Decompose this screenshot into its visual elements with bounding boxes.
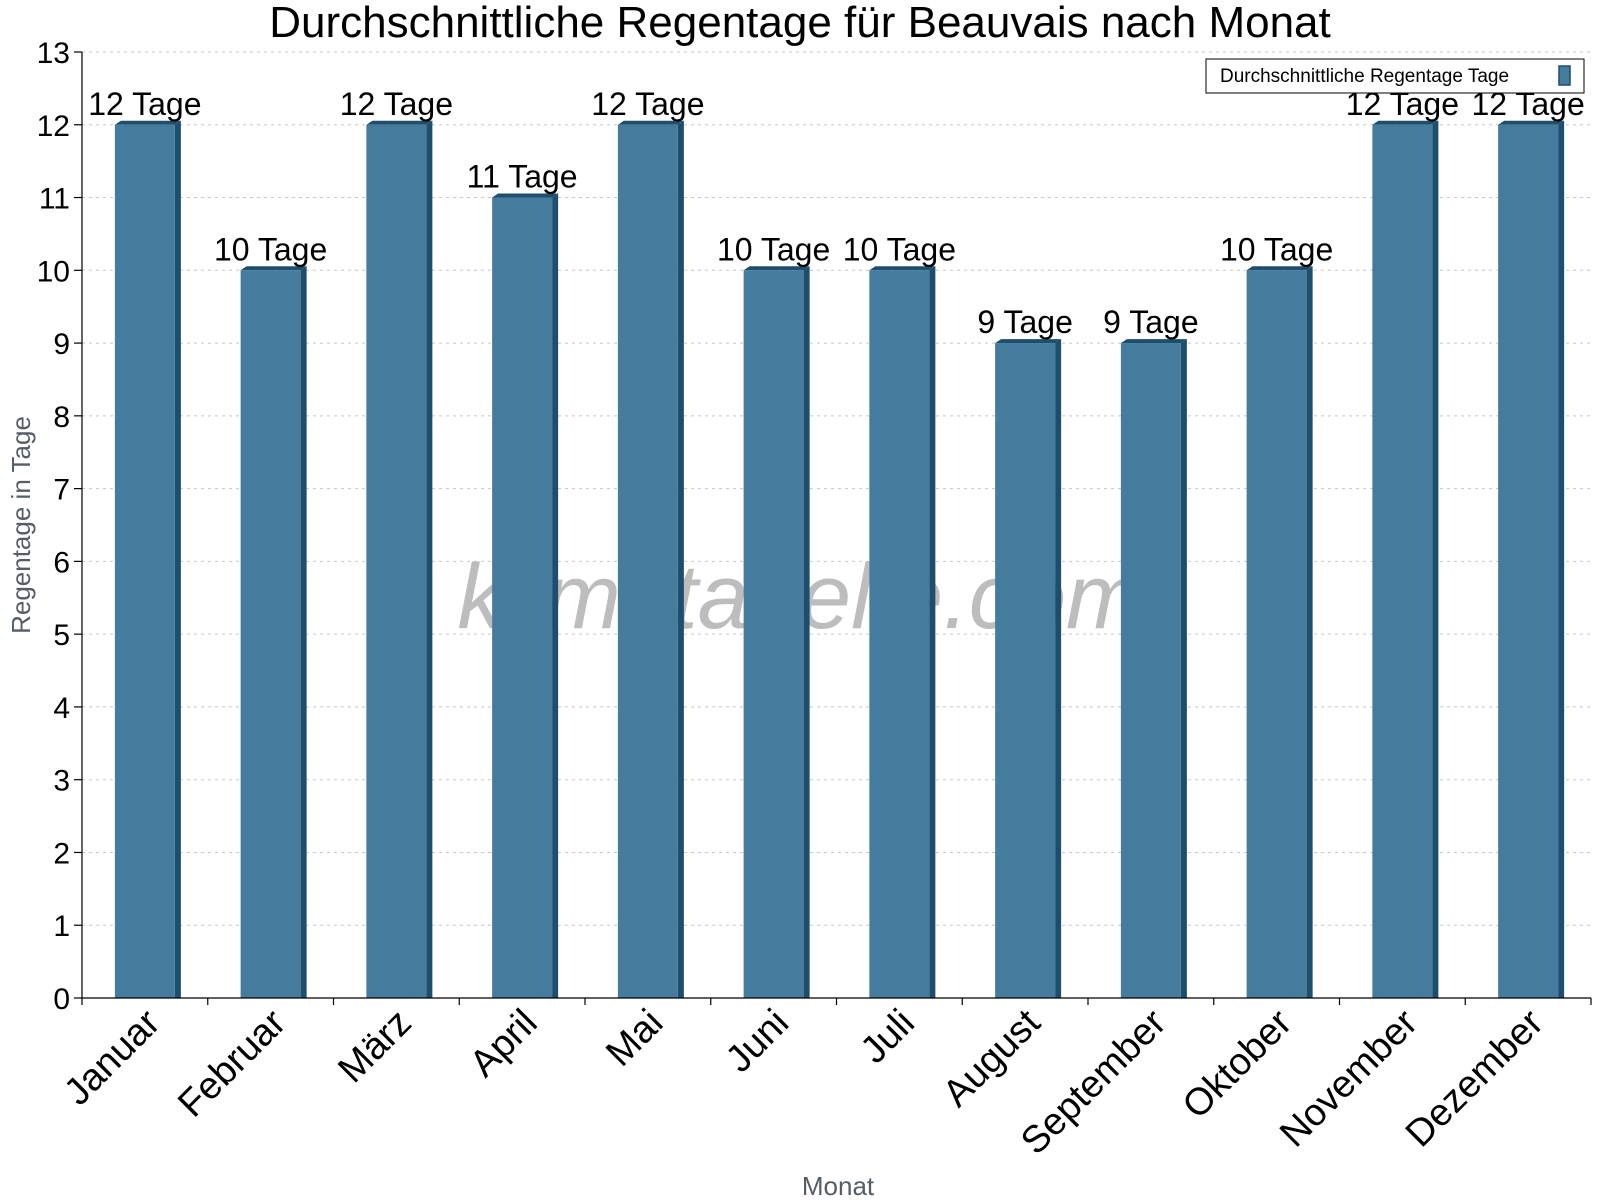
bar-side: [677, 120, 684, 999]
data-label: 10 Tage: [1220, 231, 1333, 267]
y-tick-label: 6: [53, 546, 70, 579]
x-tick-label: Oktober: [1175, 1001, 1301, 1127]
y-tick-label: 4: [53, 692, 70, 725]
bar-side: [929, 266, 936, 998]
chart-title: Durchschnittliche Regentage für Beauvais…: [269, 0, 1331, 47]
bar: [995, 343, 1056, 999]
y-tick-label: 13: [37, 37, 70, 70]
y-axis-label: Regentage in Tage: [6, 416, 36, 634]
bar-mai: [617, 120, 684, 999]
x-tick-label: November: [1272, 1001, 1426, 1155]
bar-top: [1498, 120, 1565, 125]
bar-top: [1372, 120, 1439, 125]
bar-märz: [366, 120, 433, 999]
y-tick-label: 5: [53, 619, 70, 652]
bar-top: [995, 339, 1062, 344]
bar-side: [1055, 339, 1062, 999]
x-tick-label: Dezember: [1398, 1001, 1552, 1155]
x-tick-label: Juli: [853, 1002, 923, 1072]
y-tick-label: 0: [53, 983, 70, 1016]
bar-top: [1120, 339, 1187, 344]
data-label: 10 Tage: [214, 231, 327, 267]
y-tick-label: 2: [53, 837, 70, 870]
x-tick-label: April: [462, 1002, 545, 1085]
legend: Durchschnittliche Regentage Tage: [1205, 58, 1585, 94]
y-tick-label: 9: [53, 328, 70, 361]
data-label: 10 Tage: [843, 231, 956, 267]
bar-september: [1120, 339, 1187, 999]
bar-side: [1306, 266, 1313, 998]
bar-april: [492, 193, 559, 999]
bar-top: [869, 266, 936, 271]
bar: [492, 197, 553, 999]
bar-januar: [114, 120, 181, 999]
bar-februar: [240, 266, 307, 998]
bar: [1372, 124, 1433, 999]
data-label: 9 Tage: [977, 304, 1073, 340]
bar-side: [1432, 120, 1439, 999]
x-tick-label: Mai: [598, 1002, 671, 1075]
bar-side: [1558, 120, 1565, 999]
y-tick-label: 11: [39, 183, 70, 216]
bar-side: [552, 193, 559, 999]
bar-side: [803, 266, 810, 998]
bar: [240, 270, 301, 998]
bar-top: [743, 266, 810, 271]
bar-top: [492, 193, 559, 198]
bar-juni: [743, 266, 810, 998]
bar: [1498, 124, 1559, 999]
data-label: 10 Tage: [717, 231, 830, 267]
bar-dezember: [1498, 120, 1565, 999]
data-label: 11 Tage: [467, 159, 578, 195]
x-tick-label: Juni: [718, 1002, 797, 1081]
bar-top: [617, 120, 684, 125]
y-tick-label: 8: [53, 401, 70, 434]
bar: [366, 124, 427, 999]
data-label: 9 Tage: [1103, 304, 1199, 340]
y-tick-label: 10: [37, 255, 70, 288]
x-axis-label: Monat: [802, 1171, 875, 1200]
x-tick-label: Januar: [56, 1002, 168, 1114]
data-label: 12 Tage: [591, 86, 704, 122]
bar-top: [240, 266, 307, 271]
legend-box: [1205, 58, 1585, 94]
bar-top: [1246, 266, 1313, 271]
bar: [869, 270, 930, 998]
bar-top: [366, 120, 433, 125]
bar-side: [174, 120, 181, 999]
y-tick-label: 12: [37, 110, 70, 143]
bar-top: [114, 120, 181, 125]
legend-label: Durchschnittliche Regentage Tage: [1220, 66, 1509, 87]
bar: [743, 270, 804, 998]
bar: [114, 124, 175, 999]
data-label: 12 Tage: [88, 86, 201, 122]
data-label: 12 Tage: [340, 86, 453, 122]
legend-swatch: [1558, 65, 1571, 86]
bar-november: [1372, 120, 1439, 999]
bar-side: [1180, 339, 1187, 999]
bar-august: [995, 339, 1062, 999]
bar: [617, 124, 678, 999]
x-tick-label: August: [935, 1001, 1049, 1115]
bar: [1120, 343, 1181, 999]
bar-oktober: [1246, 266, 1313, 998]
bar: [1246, 270, 1307, 998]
bar-side: [300, 266, 307, 998]
x-tick-label: März: [330, 1002, 419, 1091]
bar-juli: [869, 266, 936, 998]
x-tick-label: Februar: [170, 1001, 294, 1125]
bar-series: 12 Tage 10 Tage 12 Tage 11 Tage 12 Tage 10 Ta…: [88, 86, 1585, 999]
y-tick-label: 1: [53, 910, 70, 943]
y-tick-label: 7: [53, 474, 70, 507]
y-tick-label: 3: [53, 765, 70, 798]
grid-lines: [82, 51, 1591, 926]
bar-side: [426, 120, 433, 999]
